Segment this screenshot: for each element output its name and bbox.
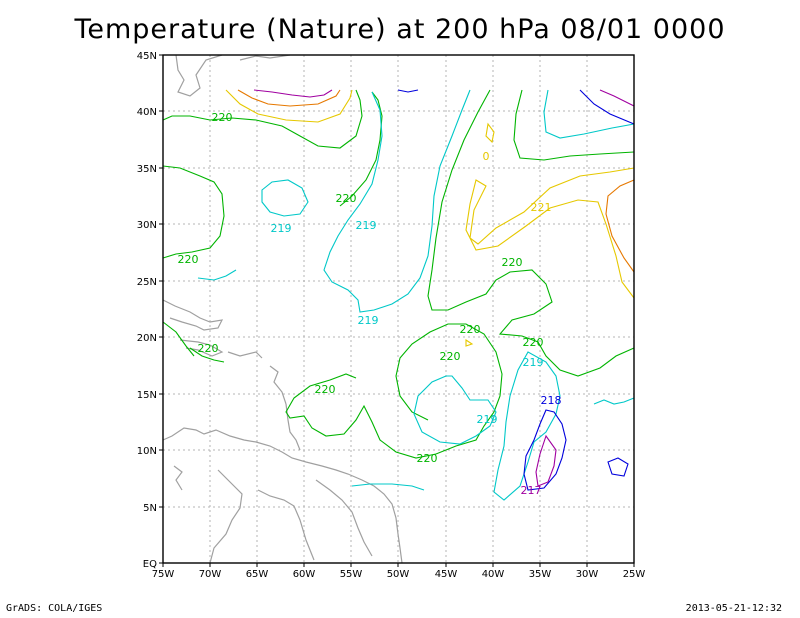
- contour-220-ne: [513, 89, 635, 161]
- contour-yellow-small2: [465, 338, 474, 347]
- contour-label: 219: [477, 413, 498, 426]
- contour-219-long: [323, 89, 471, 313]
- lon-tick-label: 30W: [576, 569, 599, 580]
- contour-lines: [162, 89, 635, 501]
- contour-219-ne: [543, 89, 635, 139]
- contour-218-east: [607, 457, 629, 477]
- lat-tick-label: 25N: [137, 277, 157, 288]
- contour-219-south: [413, 375, 497, 445]
- contour-220-central: [339, 91, 383, 207]
- contour-217-south: [535, 434, 557, 487]
- lon-tick-label: 70W: [199, 569, 222, 580]
- contour-label: 219: [271, 222, 292, 235]
- contour-218-north: [397, 89, 419, 93]
- map-grid: [163, 55, 634, 563]
- contour-220-caribbean: [162, 321, 195, 357]
- lon-tick-label: 45W: [435, 569, 458, 580]
- lon-tick-label: 75W: [152, 569, 175, 580]
- lat-tick-label: 20N: [137, 333, 157, 344]
- contour-218-south: [523, 409, 567, 491]
- contour-219-loop: [261, 179, 309, 217]
- contour-label: 219: [358, 314, 379, 327]
- chart-title: Temperature (Nature) at 200 hPa 08/01 00…: [74, 14, 726, 45]
- lat-tick-label: 10N: [137, 446, 157, 457]
- lon-tick-label: 55W: [340, 569, 363, 580]
- lat-tick-label: 5N: [143, 503, 157, 514]
- contour-220-south: [285, 323, 503, 459]
- contour-label: 221: [531, 201, 552, 214]
- contour-label: 220: [198, 342, 219, 355]
- contour-labels: 220 219 220 219 220 219 221 220 220 220 …: [178, 111, 562, 497]
- lat-tick-label: 30N: [137, 220, 157, 231]
- contour-217-ne: [599, 89, 635, 107]
- lat-tick-label: 45N: [137, 51, 157, 62]
- contour-orange-east: [605, 179, 635, 273]
- lon-tick-label: 60W: [293, 569, 316, 580]
- contour-label: 0: [483, 150, 490, 163]
- lon-tick-label: 50W: [387, 569, 410, 580]
- contour-label: 220: [315, 383, 336, 396]
- contour-label: 220: [523, 336, 544, 349]
- timestamp: 2013-05-21-12:32: [685, 603, 782, 614]
- contour-220-north: [162, 89, 363, 149]
- coastlines: [162, 54, 403, 564]
- contour-label: 220: [212, 111, 233, 124]
- contour-220-west2: [189, 347, 225, 363]
- lon-tick-label: 25W: [623, 569, 646, 580]
- lat-tick-label: 35N: [137, 164, 157, 175]
- contour-219-southline: [351, 483, 425, 491]
- contour-yellow-east: [465, 167, 635, 299]
- contour-219-se: [593, 397, 635, 405]
- lon-tick-label: 40W: [482, 569, 505, 580]
- contour-label: 220: [440, 350, 461, 363]
- contour-orange-north: [237, 89, 341, 107]
- contour-220-northwest: [162, 165, 225, 259]
- lat-tick-label: 15N: [137, 390, 157, 401]
- contour-label: 217: [521, 484, 542, 497]
- contour-label: 219: [356, 219, 377, 232]
- contour-yellow-north: [225, 89, 353, 123]
- contour-label: 220: [417, 452, 438, 465]
- contour-label: 220: [460, 323, 481, 336]
- contour-label: 220: [502, 256, 523, 269]
- contour-217-north: [253, 89, 333, 98]
- contour-220-east: [427, 89, 635, 377]
- grads-credit: GrADS: COLA/IGES: [6, 603, 103, 614]
- contour-218-ne: [579, 89, 635, 125]
- lon-tick-label: 65W: [246, 569, 269, 580]
- lon-tick-label: 35W: [529, 569, 552, 580]
- lat-tick-label: EQ: [143, 559, 157, 570]
- contour-219-sw: [197, 269, 237, 281]
- contour-label: 219: [523, 356, 544, 369]
- contour-219-east: [493, 351, 561, 501]
- contour-label: 220: [336, 192, 357, 205]
- contour-label: 218: [541, 394, 562, 407]
- contour-yellow-small: [485, 122, 495, 144]
- contour-label: 220: [178, 253, 199, 266]
- lat-tick-label: 40N: [137, 107, 157, 118]
